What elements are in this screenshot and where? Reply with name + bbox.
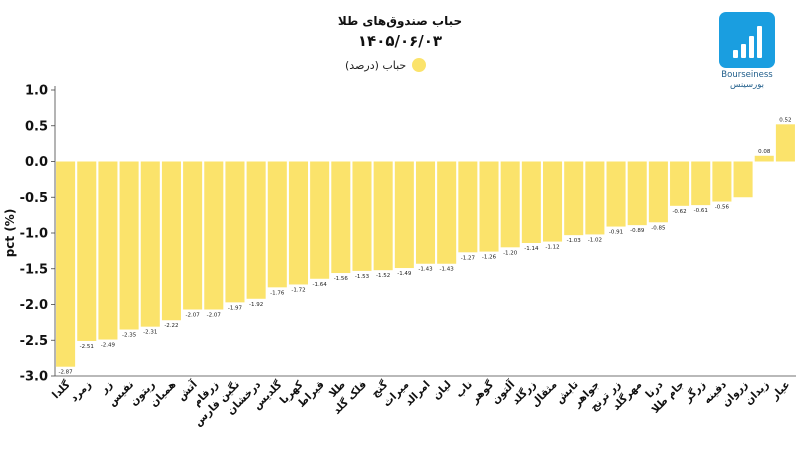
bar bbox=[712, 161, 732, 202]
y-tick-label: 1.0 bbox=[25, 84, 48, 99]
bar-data-label: -1.26 bbox=[482, 255, 497, 261]
logo-name-en: Bourseiness bbox=[721, 70, 773, 80]
bar bbox=[564, 161, 584, 236]
bar bbox=[352, 161, 372, 271]
logo-name-fa: بورسینس bbox=[730, 80, 764, 90]
bar bbox=[119, 161, 139, 330]
bar bbox=[77, 161, 97, 341]
chart-title: حباب صندوق‌های طلا bbox=[337, 14, 463, 28]
bar-data-label: -0.91 bbox=[609, 230, 623, 236]
bar-data-label: -0.62 bbox=[672, 209, 686, 215]
bar-data-label: -1.03 bbox=[567, 238, 582, 244]
bar-data-label: -1.02 bbox=[588, 237, 602, 243]
bar-data-label: -1.56 bbox=[334, 276, 349, 282]
bar-data-label: -0.61 bbox=[694, 208, 708, 214]
x-tick-label: عیار bbox=[768, 379, 792, 403]
bar-data-label: 0.08 bbox=[758, 149, 771, 155]
bar bbox=[733, 161, 753, 198]
bar-data-label: -2.07 bbox=[185, 313, 200, 319]
bar-data-label: -1.49 bbox=[397, 271, 412, 277]
bar bbox=[394, 161, 414, 269]
bar bbox=[500, 161, 520, 248]
bar-data-label: -0.85 bbox=[651, 225, 666, 231]
bar bbox=[775, 124, 795, 162]
bar bbox=[585, 161, 605, 235]
bar-data-label: -2.49 bbox=[101, 343, 116, 349]
bar bbox=[56, 161, 76, 367]
bar-data-label: -2.51 bbox=[80, 344, 94, 350]
y-tick-label: 0.0 bbox=[25, 155, 48, 170]
bar bbox=[648, 161, 668, 223]
bar-data-label: -1.72 bbox=[291, 287, 305, 293]
bar bbox=[331, 161, 351, 274]
x-tick-label: زمرد bbox=[68, 379, 94, 405]
bar bbox=[521, 161, 541, 244]
bar bbox=[458, 161, 478, 253]
bar bbox=[204, 161, 224, 310]
bar bbox=[606, 161, 626, 227]
y-tick-label: -0.5 bbox=[20, 191, 48, 206]
legend-swatch bbox=[412, 58, 427, 72]
bar bbox=[267, 161, 287, 288]
bar bbox=[627, 161, 647, 226]
y-tick-label: 0.5 bbox=[25, 119, 48, 134]
bar-data-label: -0.89 bbox=[630, 228, 645, 234]
bar-data-label: -2.31 bbox=[143, 330, 157, 336]
bar bbox=[437, 161, 457, 264]
bar-data-label: -2.87 bbox=[58, 370, 73, 376]
bar bbox=[288, 161, 308, 285]
bar-data-label: -1.12 bbox=[545, 245, 559, 251]
bar bbox=[543, 161, 563, 242]
x-tick-label: زیدان bbox=[743, 379, 772, 408]
bar bbox=[98, 161, 118, 340]
bar bbox=[246, 161, 266, 299]
bar-data-label: -1.27 bbox=[461, 255, 476, 261]
bar-data-label: -2.35 bbox=[122, 333, 137, 339]
bar-data-label: -1.97 bbox=[228, 305, 243, 311]
bar bbox=[140, 161, 160, 327]
y-tick-label: -3.0 bbox=[20, 370, 48, 385]
bar-data-label: -1.64 bbox=[313, 282, 328, 288]
bar bbox=[754, 155, 774, 162]
bar bbox=[310, 161, 330, 279]
bar bbox=[225, 161, 245, 303]
bar-data-label: -1.20 bbox=[503, 250, 518, 256]
bar bbox=[415, 161, 436, 264]
y-axis-label: pct (%) bbox=[3, 209, 17, 258]
bar bbox=[479, 161, 499, 252]
bar-data-label: -2.22 bbox=[164, 323, 178, 329]
bar-data-label: -1.14 bbox=[524, 246, 539, 252]
bar-data-label: 0.52 bbox=[779, 117, 791, 123]
bar-data-label: -1.92 bbox=[249, 302, 263, 308]
bar-data-label: -1.43 bbox=[440, 267, 455, 273]
bar bbox=[670, 161, 690, 206]
y-tick-label: -2.0 bbox=[20, 298, 48, 313]
bar-data-label: -1.76 bbox=[270, 290, 285, 296]
legend: حباب (درصد) bbox=[345, 58, 427, 72]
bar-data-label: -1.43 bbox=[418, 267, 433, 273]
y-tick-label: -1.0 bbox=[20, 227, 48, 242]
x-tick-label: لیان bbox=[430, 379, 453, 402]
bar bbox=[691, 161, 711, 206]
bar-data-label: -1.53 bbox=[355, 274, 370, 280]
bar-data-label: -0.56 bbox=[715, 205, 730, 211]
y-tick-label: -1.5 bbox=[20, 262, 48, 277]
legend-label: حباب (درصد) bbox=[345, 58, 407, 72]
bar bbox=[373, 161, 393, 271]
bar bbox=[183, 161, 203, 310]
bar-data-label: -2.07 bbox=[207, 313, 222, 319]
bar-data-label: -1.52 bbox=[376, 273, 390, 279]
chart-date: ۱۴۰۵/۰۶/۰۳ bbox=[357, 32, 443, 50]
bar-chart-logo-icon bbox=[719, 12, 775, 68]
brand-logo: Bourseiness بورسینس bbox=[718, 12, 776, 90]
y-tick-label: -2.5 bbox=[20, 334, 48, 349]
bar bbox=[161, 161, 181, 321]
